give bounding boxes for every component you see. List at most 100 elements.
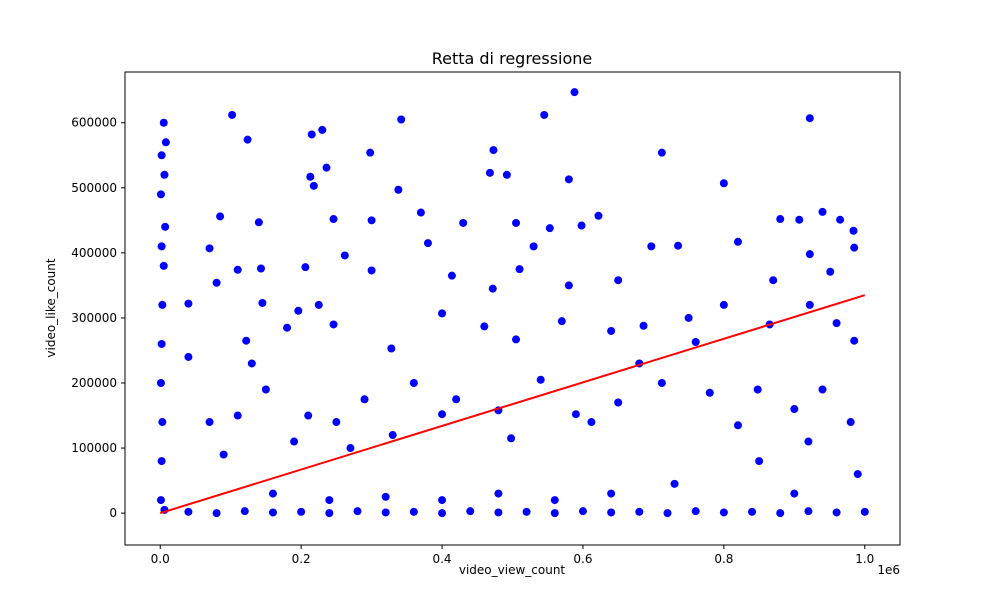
point (233, 411, 242, 420)
point (329, 215, 338, 224)
point (846, 418, 855, 427)
point (394, 185, 403, 194)
point (157, 339, 166, 348)
y-tick-label: 400000 (71, 246, 117, 260)
point (733, 237, 742, 246)
point (367, 216, 376, 225)
point (540, 110, 549, 119)
point (804, 507, 813, 516)
point (309, 181, 318, 190)
point (157, 457, 166, 466)
point (243, 135, 252, 144)
point (719, 179, 728, 188)
point (353, 507, 362, 516)
point (157, 242, 166, 251)
point (489, 146, 498, 155)
point (438, 410, 447, 419)
y-axis-label: video_like_count (44, 258, 58, 358)
point (860, 507, 869, 516)
point (485, 168, 494, 177)
point (853, 470, 862, 479)
point (233, 265, 242, 274)
point (614, 276, 623, 285)
point (314, 300, 323, 309)
point (849, 226, 858, 235)
point (247, 359, 256, 368)
point (587, 418, 596, 427)
point (494, 508, 503, 517)
point (360, 395, 369, 404)
point (332, 418, 341, 427)
point (205, 418, 214, 427)
point (157, 151, 166, 160)
point (832, 319, 841, 328)
x-axis-label: video_view_count (459, 563, 566, 577)
y-tick-label: 300000 (71, 311, 117, 325)
y-tick-label: 0 (109, 506, 117, 520)
point (776, 509, 785, 518)
point (564, 281, 573, 290)
point (438, 496, 447, 505)
point (160, 170, 169, 179)
point (647, 242, 656, 251)
plot-frame (124, 71, 901, 546)
x-tick-label: 0.4 (432, 552, 451, 566)
point (381, 492, 390, 501)
y-tick-label: 100000 (71, 441, 117, 455)
point (607, 489, 616, 498)
point (733, 421, 742, 430)
point (340, 251, 349, 260)
point (804, 437, 813, 446)
y-tick-label: 200000 (71, 376, 117, 390)
point (639, 321, 648, 330)
point (529, 242, 538, 251)
point (594, 211, 603, 220)
y-tick-label: 500000 (71, 181, 117, 195)
point (216, 212, 225, 221)
point (184, 299, 193, 308)
point (301, 263, 310, 272)
point (614, 398, 623, 407)
point (571, 410, 580, 419)
point (452, 395, 461, 404)
point (416, 208, 425, 217)
point (156, 378, 165, 387)
point (261, 385, 270, 394)
point (158, 418, 167, 427)
regression-line (159, 294, 866, 515)
point (776, 215, 785, 224)
point (306, 172, 315, 181)
point (184, 352, 193, 361)
point (325, 509, 334, 518)
point (790, 405, 799, 414)
point (480, 322, 489, 331)
point (805, 250, 814, 259)
point (318, 125, 327, 134)
point (242, 336, 251, 345)
point (159, 118, 168, 127)
point (805, 114, 814, 123)
point (307, 130, 316, 139)
point (657, 148, 666, 157)
point (691, 507, 700, 516)
point (381, 508, 390, 517)
point (268, 508, 277, 517)
point (719, 300, 728, 309)
point (635, 507, 644, 516)
point (161, 222, 170, 231)
point (156, 190, 165, 199)
point (447, 271, 456, 280)
point (184, 507, 193, 516)
point (228, 110, 237, 119)
point (719, 508, 728, 517)
point (212, 509, 221, 518)
point (219, 450, 228, 459)
point (577, 221, 586, 230)
point (522, 507, 531, 516)
point (297, 507, 306, 516)
point (755, 457, 764, 466)
point (254, 218, 263, 227)
point (670, 479, 679, 488)
x-tick-label: 0.8 (714, 552, 733, 566)
point (748, 507, 757, 516)
